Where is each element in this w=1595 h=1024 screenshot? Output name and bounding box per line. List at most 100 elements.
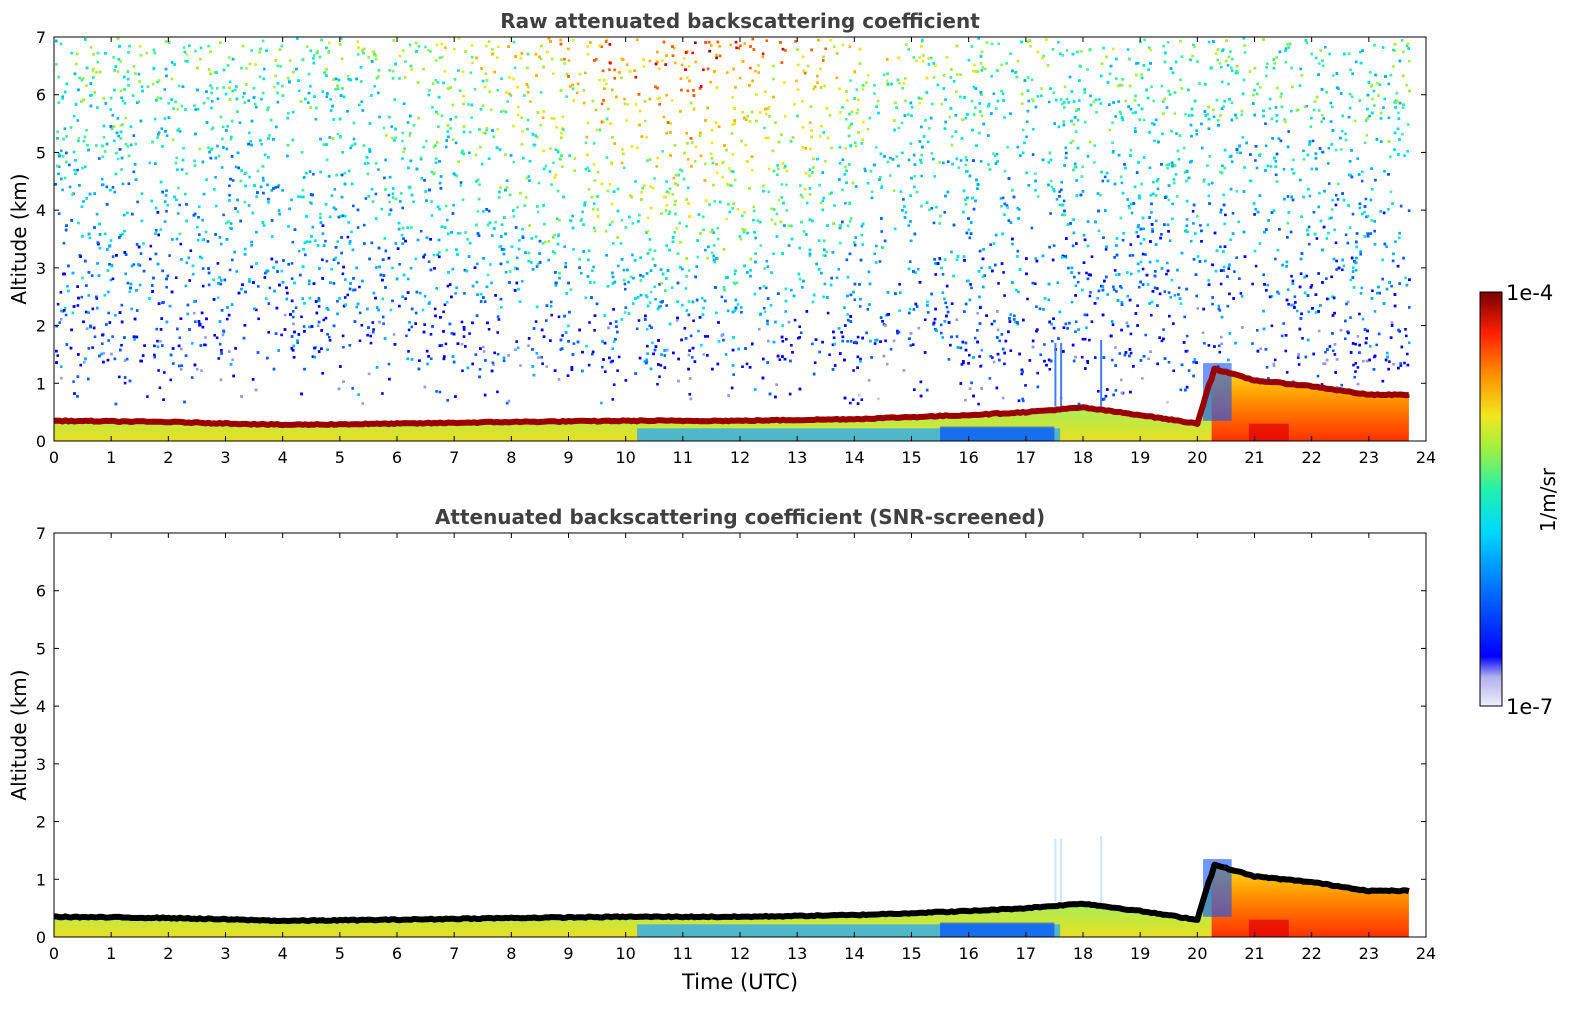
noise-speck bbox=[680, 169, 684, 173]
noise-speck bbox=[935, 205, 938, 209]
noise-speck bbox=[1392, 363, 1395, 366]
noise-speck bbox=[66, 284, 69, 288]
noise-speck bbox=[178, 203, 181, 207]
noise-speck bbox=[81, 77, 85, 80]
noise-speck bbox=[898, 283, 901, 286]
noise-speck bbox=[1354, 342, 1358, 346]
noise-speck bbox=[228, 184, 231, 188]
noise-speck bbox=[1334, 148, 1338, 152]
noise-speck bbox=[1111, 358, 1114, 362]
noise-speck bbox=[527, 259, 530, 263]
noise-speck bbox=[1365, 134, 1369, 137]
noise-speck bbox=[990, 75, 993, 78]
noise-speck bbox=[1136, 304, 1139, 307]
noise-speck bbox=[132, 134, 136, 137]
noise-speck bbox=[112, 56, 115, 59]
noise-speck bbox=[1036, 328, 1039, 331]
noise-speck bbox=[496, 352, 500, 356]
noise-speck bbox=[60, 149, 63, 153]
noise-speck bbox=[156, 339, 159, 343]
noise-speck bbox=[506, 100, 509, 103]
noise-speck bbox=[1126, 48, 1130, 51]
noise-speck bbox=[216, 97, 220, 101]
noise-speck bbox=[822, 59, 825, 62]
noise-speck bbox=[1222, 269, 1225, 272]
noise-speck bbox=[372, 328, 375, 331]
noise-speck bbox=[1340, 383, 1343, 387]
noise-speck bbox=[482, 350, 486, 353]
noise-speck bbox=[123, 102, 127, 105]
noise-speck bbox=[604, 229, 608, 233]
noise-speck bbox=[1389, 190, 1393, 194]
noise-speck bbox=[381, 297, 385, 301]
noise-speck bbox=[341, 272, 345, 276]
noise-speck bbox=[1165, 272, 1168, 276]
noise-speck bbox=[1118, 352, 1122, 355]
noise-speck bbox=[1297, 363, 1301, 366]
noise-speck bbox=[1254, 159, 1257, 162]
noise-speck bbox=[165, 210, 168, 213]
noise-speck bbox=[228, 226, 232, 230]
noise-speck bbox=[534, 320, 538, 323]
noise-speck bbox=[445, 300, 449, 304]
noise-speck bbox=[1150, 313, 1153, 317]
noise-speck bbox=[1139, 260, 1143, 264]
noise-speck bbox=[490, 281, 493, 285]
noise-speck bbox=[1387, 208, 1390, 211]
noise-speck bbox=[81, 276, 84, 280]
noise-speck bbox=[500, 306, 503, 309]
noise-speck bbox=[653, 285, 657, 289]
noise-speck bbox=[1256, 329, 1259, 332]
noise-speck bbox=[73, 168, 76, 172]
noise-speck bbox=[1305, 41, 1309, 45]
noise-speck bbox=[702, 215, 705, 219]
noise-speck bbox=[1149, 194, 1153, 197]
noise-speck bbox=[262, 179, 265, 182]
noise-speck bbox=[1342, 264, 1346, 268]
noise-speck bbox=[153, 344, 156, 348]
noise-speck bbox=[434, 79, 437, 82]
noise-speck bbox=[499, 186, 502, 189]
noise-speck bbox=[1327, 182, 1331, 185]
noise-speck bbox=[123, 213, 126, 217]
noise-speck bbox=[742, 231, 746, 234]
noise-speck bbox=[767, 190, 771, 194]
noise-speck bbox=[920, 174, 923, 178]
noise-speck bbox=[1196, 255, 1200, 258]
noise-speck bbox=[939, 323, 943, 327]
noise-speck bbox=[921, 60, 925, 63]
noise-speck bbox=[1272, 58, 1276, 61]
noise-speck bbox=[169, 378, 173, 382]
noise-speck bbox=[1085, 271, 1088, 275]
noise-speck bbox=[785, 209, 789, 212]
noise-speck bbox=[107, 339, 110, 342]
noise-speck bbox=[130, 307, 134, 311]
noise-speck bbox=[1153, 139, 1156, 143]
noise-speck bbox=[920, 40, 924, 43]
noise-speck bbox=[260, 142, 263, 146]
noise-speck bbox=[210, 99, 214, 103]
noise-speck bbox=[955, 258, 959, 261]
noise-speck bbox=[896, 329, 899, 333]
noise-speck bbox=[460, 342, 464, 346]
noise-speck bbox=[824, 159, 827, 163]
noise-speck bbox=[292, 344, 295, 348]
noise-speck bbox=[321, 258, 324, 262]
noise-speck bbox=[1042, 54, 1045, 58]
noise-speck bbox=[138, 283, 142, 287]
noise-speck bbox=[849, 401, 852, 405]
noise-speck bbox=[358, 311, 362, 315]
noise-speck bbox=[672, 46, 676, 50]
noise-speck bbox=[1156, 187, 1160, 191]
noise-speck bbox=[1034, 189, 1037, 192]
noise-speck bbox=[823, 254, 827, 257]
noise-speck bbox=[1351, 212, 1355, 216]
noise-speck bbox=[192, 311, 196, 315]
noise-speck bbox=[1168, 239, 1172, 242]
noise-speck bbox=[843, 306, 846, 309]
noise-speck bbox=[406, 277, 410, 281]
noise-speck bbox=[228, 193, 231, 197]
noise-speck bbox=[822, 131, 825, 134]
noise-speck bbox=[401, 131, 404, 135]
noise-speck bbox=[1359, 292, 1363, 295]
